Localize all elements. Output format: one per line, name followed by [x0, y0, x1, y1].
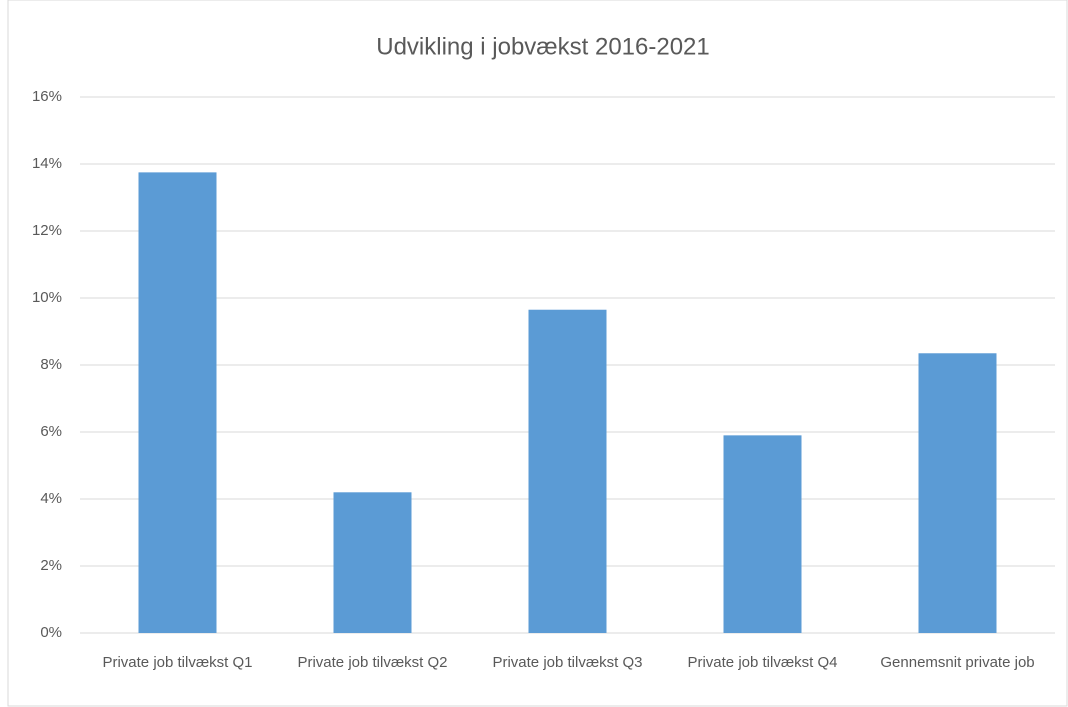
x-tick-label: Private job tilvækst Q2 [297, 654, 448, 671]
y-tick-label: 10% [32, 289, 62, 306]
x-tick-label: Private job tilvækst Q4 [687, 654, 838, 671]
y-tick-label: 14% [32, 155, 62, 172]
bar [528, 309, 607, 633]
x-tick-label: Private job tilvækst Q1 [102, 654, 253, 671]
chart-title: Udvikling i jobvækst 2016-2021 [376, 33, 710, 60]
bar [723, 435, 802, 633]
y-tick-label: 16% [32, 88, 62, 105]
y-tick-label: 6% [40, 423, 62, 440]
bar [918, 353, 997, 633]
x-tick-label: Gennemsnit private job [880, 654, 1035, 671]
bar [138, 172, 217, 633]
y-tick-label: 12% [32, 222, 62, 239]
y-tick-label: 0% [40, 624, 62, 641]
x-tick-label: Private job tilvækst Q3 [492, 654, 643, 671]
y-tick-label: 4% [40, 490, 62, 507]
y-tick-label: 8% [40, 356, 62, 373]
y-tick-label: 2% [40, 557, 62, 574]
bar [333, 492, 412, 633]
